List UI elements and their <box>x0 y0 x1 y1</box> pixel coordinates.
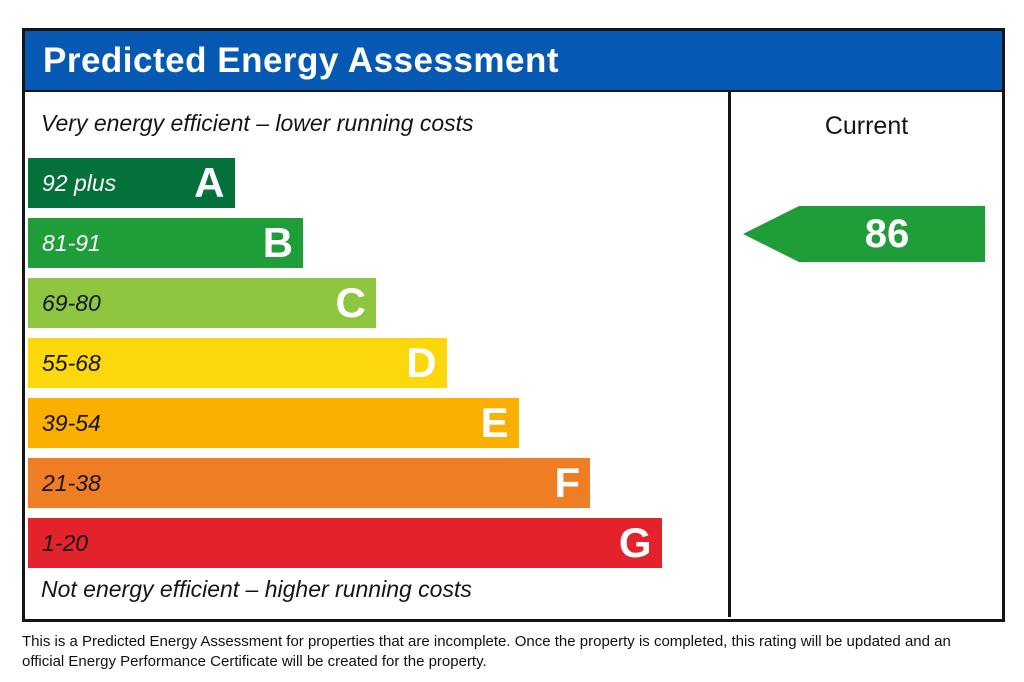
band-range-label: 39-54 <box>42 409 101 436</box>
band-row-c: 69-80 C <box>28 278 376 328</box>
page-title: Predicted Energy Assessment <box>43 40 560 80</box>
band-letter: C <box>335 279 366 326</box>
footer-line-2: official Energy Performance Certificate … <box>22 653 487 670</box>
band-letter: G <box>618 519 652 566</box>
band-letter: E <box>480 399 509 446</box>
band-letter: A <box>194 159 225 206</box>
band-range-label: 69-80 <box>42 289 101 316</box>
band-letter: B <box>262 219 294 266</box>
band-range-label: 92 plus <box>42 169 117 196</box>
top-caption: Very energy efficient – lower running co… <box>41 110 474 136</box>
band-range-label: 55-68 <box>42 349 101 376</box>
band-row-f: 21-38 F <box>28 458 591 508</box>
band-row-d: 55-68 D <box>28 338 447 388</box>
band-range-label: 1-20 <box>42 529 89 556</box>
current-rating-panel: Current 86 <box>731 92 1002 617</box>
epc-chart-frame: Predicted Energy Assessment Very energy … <box>22 28 1005 622</box>
band-range-label: 81-91 <box>42 229 101 256</box>
footer-line-1: This is a Predicted Energy Assessment fo… <box>22 633 951 650</box>
current-rating-arrow: 86 <box>743 206 985 262</box>
band-range-label: 21-38 <box>42 469 101 496</box>
current-rating-value: 86 <box>864 211 910 256</box>
chart-header-bar: Predicted Energy Assessment <box>25 31 1002 92</box>
rating-bars: 92 plus A 81-91 B 69-80 C 55-68 D <box>28 158 728 578</box>
rating-scale-panel: Very energy efficient – lower running co… <box>25 92 731 617</box>
band-row-e: 39-54 E <box>28 398 519 448</box>
band-letter: D <box>406 339 437 386</box>
band-letter: F <box>554 459 581 506</box>
band-row-b: 81-91 B <box>28 218 304 268</box>
footer-disclaimer: This is a Predicted Energy Assessment fo… <box>22 632 1002 672</box>
chart-content: Very energy efficient – lower running co… <box>25 92 1002 617</box>
band-row-a: 92 plus A <box>28 158 235 208</box>
current-column-header: Current <box>824 112 909 140</box>
bottom-caption: Not energy efficient – higher running co… <box>41 576 472 602</box>
band-row-g: 1-20 G <box>28 518 662 568</box>
